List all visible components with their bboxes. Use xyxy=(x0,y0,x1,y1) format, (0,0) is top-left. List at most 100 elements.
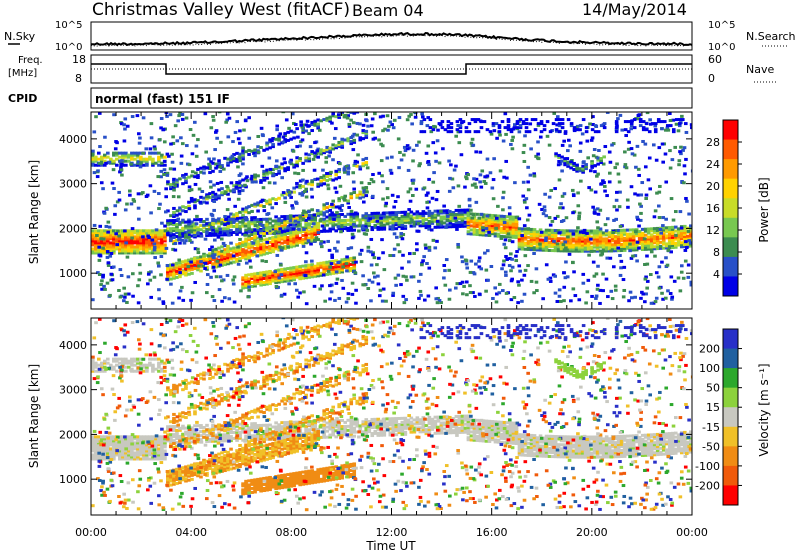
power-cell xyxy=(108,293,112,297)
power-cell xyxy=(145,157,149,161)
power-cell xyxy=(455,282,460,286)
power-cell xyxy=(460,280,465,284)
power-cell xyxy=(382,227,387,231)
velocity-cell xyxy=(112,445,116,449)
power-cell xyxy=(229,249,233,253)
velocity-cell xyxy=(94,443,98,447)
power-cell xyxy=(250,276,254,280)
power-cell xyxy=(403,214,408,218)
power-cell xyxy=(418,162,422,166)
power-cell xyxy=(403,210,408,214)
power-cell xyxy=(322,174,326,178)
power-cell xyxy=(340,262,345,266)
power-cell xyxy=(229,247,233,251)
power-cell xyxy=(319,150,323,154)
power-cell xyxy=(536,122,541,126)
power-cell xyxy=(364,133,369,137)
power-cell xyxy=(444,258,449,262)
power-cell xyxy=(472,226,477,230)
power-cell xyxy=(260,259,265,263)
power-cell xyxy=(307,263,311,267)
power-cell xyxy=(298,219,302,223)
power-cell xyxy=(350,232,355,236)
power-cell xyxy=(313,238,317,242)
power-cell xyxy=(673,243,678,247)
power-cell xyxy=(104,224,109,228)
power-cell xyxy=(202,196,206,200)
power-cell xyxy=(493,234,498,238)
power-cell xyxy=(111,265,116,269)
power-cell xyxy=(141,116,146,120)
velocity-cell xyxy=(100,439,104,443)
power-cell xyxy=(214,233,218,237)
power-cell xyxy=(670,245,675,249)
power-cell xyxy=(655,232,660,236)
power-cell xyxy=(668,166,673,170)
power-cell xyxy=(202,165,206,169)
power-cell xyxy=(154,233,158,237)
power-cell xyxy=(326,239,330,243)
power-cell xyxy=(459,153,464,157)
power-cell xyxy=(205,253,209,257)
power-cell xyxy=(613,235,618,239)
power-cell xyxy=(526,245,531,249)
power-cell xyxy=(511,225,516,229)
power-cell xyxy=(690,169,692,173)
power-cell xyxy=(568,235,573,239)
velocity-cell xyxy=(91,453,95,457)
power-cell xyxy=(199,218,203,222)
power-cell xyxy=(364,135,369,139)
power-cell xyxy=(435,301,440,305)
power-cell xyxy=(307,271,311,275)
power-cell xyxy=(321,273,326,277)
power-cell xyxy=(298,236,302,240)
power-cell xyxy=(436,209,441,213)
power-cell xyxy=(302,209,306,213)
power-cell xyxy=(193,200,197,204)
power-cell xyxy=(463,185,467,189)
power-cell xyxy=(277,165,281,169)
power-cell xyxy=(557,288,562,292)
power-cell xyxy=(122,299,126,303)
power-cell xyxy=(683,172,687,176)
power-cell xyxy=(670,243,675,247)
power-cell xyxy=(191,133,196,137)
power-cell xyxy=(676,237,681,241)
power-cell xyxy=(279,263,283,267)
power-cell xyxy=(220,245,224,249)
power-cell xyxy=(106,245,110,249)
power-cell xyxy=(91,159,95,163)
power-cell xyxy=(256,273,260,277)
power-cell xyxy=(636,193,641,197)
power-cell xyxy=(564,216,569,220)
power-cell xyxy=(281,140,286,144)
power-cell xyxy=(175,231,179,235)
power-cell xyxy=(232,256,236,260)
power-cell xyxy=(188,239,192,243)
power-cell xyxy=(148,147,153,151)
power-cell xyxy=(113,147,118,151)
power-cell xyxy=(241,207,245,211)
power-cell xyxy=(205,197,209,201)
power-cell xyxy=(587,253,591,257)
power-cell xyxy=(346,297,351,301)
power-cell xyxy=(334,229,339,233)
power-cell xyxy=(121,151,125,155)
power-cell xyxy=(562,233,567,237)
power-cell xyxy=(237,156,242,160)
power-cell xyxy=(524,197,529,201)
power-cell xyxy=(340,219,345,223)
power-cell xyxy=(268,202,272,206)
power-cell xyxy=(235,218,239,222)
power-cell xyxy=(346,267,351,271)
power-cell xyxy=(164,210,168,214)
power-cell xyxy=(685,234,690,238)
power-cell xyxy=(262,169,266,173)
power-cell xyxy=(470,183,475,187)
power-cell xyxy=(684,196,688,200)
power-cell xyxy=(496,234,501,238)
power-cell xyxy=(605,194,609,198)
power-cell xyxy=(170,152,174,156)
power-cell xyxy=(289,270,293,274)
power-cell xyxy=(400,218,405,222)
